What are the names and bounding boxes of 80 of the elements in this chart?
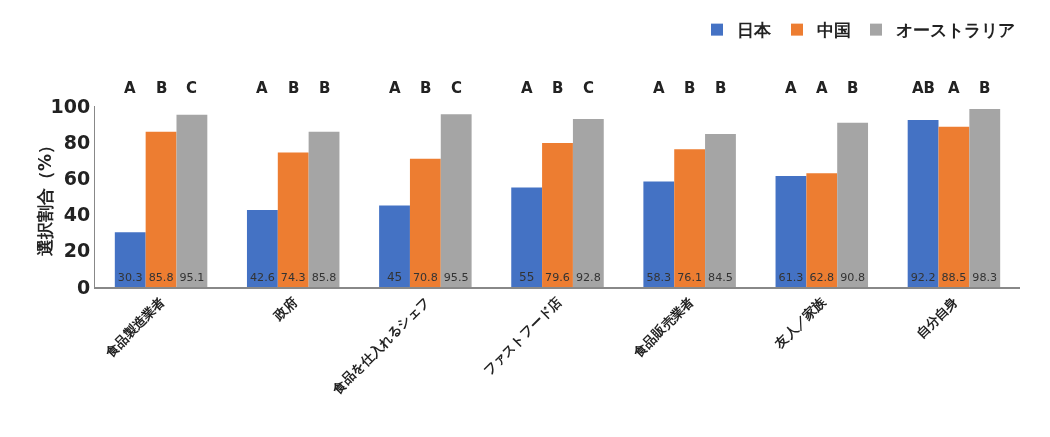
text: A xyxy=(653,79,665,97)
data-label: 76.1 xyxy=(677,271,703,285)
legend-label: オーストラリア xyxy=(896,20,1015,41)
x-tick-label: 友人／家族 xyxy=(771,293,830,352)
bar xyxy=(969,109,1001,287)
text: B xyxy=(979,79,991,97)
y-axis-title: 選択割合（%） xyxy=(35,136,55,257)
bar xyxy=(114,232,146,287)
text: A xyxy=(521,79,533,97)
bar xyxy=(806,173,838,287)
data-label: 95.5 xyxy=(443,271,469,285)
data-label: 79.6 xyxy=(545,271,570,285)
text: AB xyxy=(912,79,936,97)
text: C xyxy=(186,79,198,97)
data-label: 45 xyxy=(386,270,403,284)
bar xyxy=(246,209,278,287)
y-tick-label: 40 xyxy=(63,203,91,226)
data-label: 92.8 xyxy=(575,271,601,285)
text: C xyxy=(583,79,595,97)
bar xyxy=(643,181,675,287)
bar xyxy=(938,126,970,287)
text: B xyxy=(319,79,331,97)
x-tick-label: 政府 xyxy=(270,294,300,324)
text: B xyxy=(847,79,859,97)
data-label: 85.8 xyxy=(311,271,337,285)
data-label: 58.3 xyxy=(646,271,672,285)
y-tick-label: 60 xyxy=(63,167,91,190)
text: C xyxy=(451,79,463,97)
bar xyxy=(775,176,807,287)
text: B xyxy=(288,79,300,97)
bar xyxy=(145,131,177,287)
data-label: 98.3 xyxy=(972,271,998,285)
bar xyxy=(572,119,604,287)
text: B xyxy=(684,79,696,97)
bar xyxy=(176,114,208,287)
bar xyxy=(379,205,410,287)
data-label: 92.2 xyxy=(910,271,936,285)
bar xyxy=(440,114,472,287)
text: A xyxy=(389,79,401,97)
bar xyxy=(409,158,441,287)
data-label: 84.5 xyxy=(708,271,733,285)
text: B xyxy=(156,79,168,97)
y-tick-label: 20 xyxy=(63,239,91,262)
data-label: 95.1 xyxy=(179,271,205,285)
y-tick-label: 100 xyxy=(50,94,91,117)
bar xyxy=(542,142,573,287)
legend-label: 中国 xyxy=(817,20,851,41)
x-tick-label: ファストフード店 xyxy=(480,294,565,379)
bar xyxy=(674,149,706,287)
text: A xyxy=(256,79,268,97)
data-label: 70.8 xyxy=(412,271,438,285)
x-tick-label: 食品を仕入れるシェフ xyxy=(328,294,433,398)
text: A xyxy=(948,79,960,97)
data-label: 55 xyxy=(519,270,535,284)
y-tick-label: 0 xyxy=(76,275,91,298)
x-tick-label: 食品製造業者 xyxy=(101,294,168,361)
text: A xyxy=(816,79,828,97)
data-label: 88.5 xyxy=(941,271,967,285)
data-label: 62.8 xyxy=(809,271,835,285)
bar xyxy=(308,131,340,287)
x-tick-label: 食品販売業者 xyxy=(629,294,697,361)
data-label: 30.3 xyxy=(117,271,143,285)
bar xyxy=(705,134,736,287)
text: B xyxy=(552,79,564,97)
legend-label: 日本 xyxy=(737,20,772,41)
text: B xyxy=(420,79,432,97)
data-label: 74.3 xyxy=(280,271,306,285)
data-label: 90.8 xyxy=(840,271,866,285)
bar xyxy=(277,152,309,287)
bar xyxy=(837,122,869,287)
data-label: 61.3 xyxy=(778,271,804,285)
data-label: 42.6 xyxy=(249,271,275,285)
text: B xyxy=(715,79,727,97)
data-label: 85.8 xyxy=(148,271,174,285)
y-tick-label: 80 xyxy=(63,130,91,153)
text: A xyxy=(785,79,797,97)
x-tick-label: 自分自身 xyxy=(913,294,961,342)
bar xyxy=(907,120,939,287)
bar xyxy=(511,187,543,287)
text: A xyxy=(124,79,136,97)
